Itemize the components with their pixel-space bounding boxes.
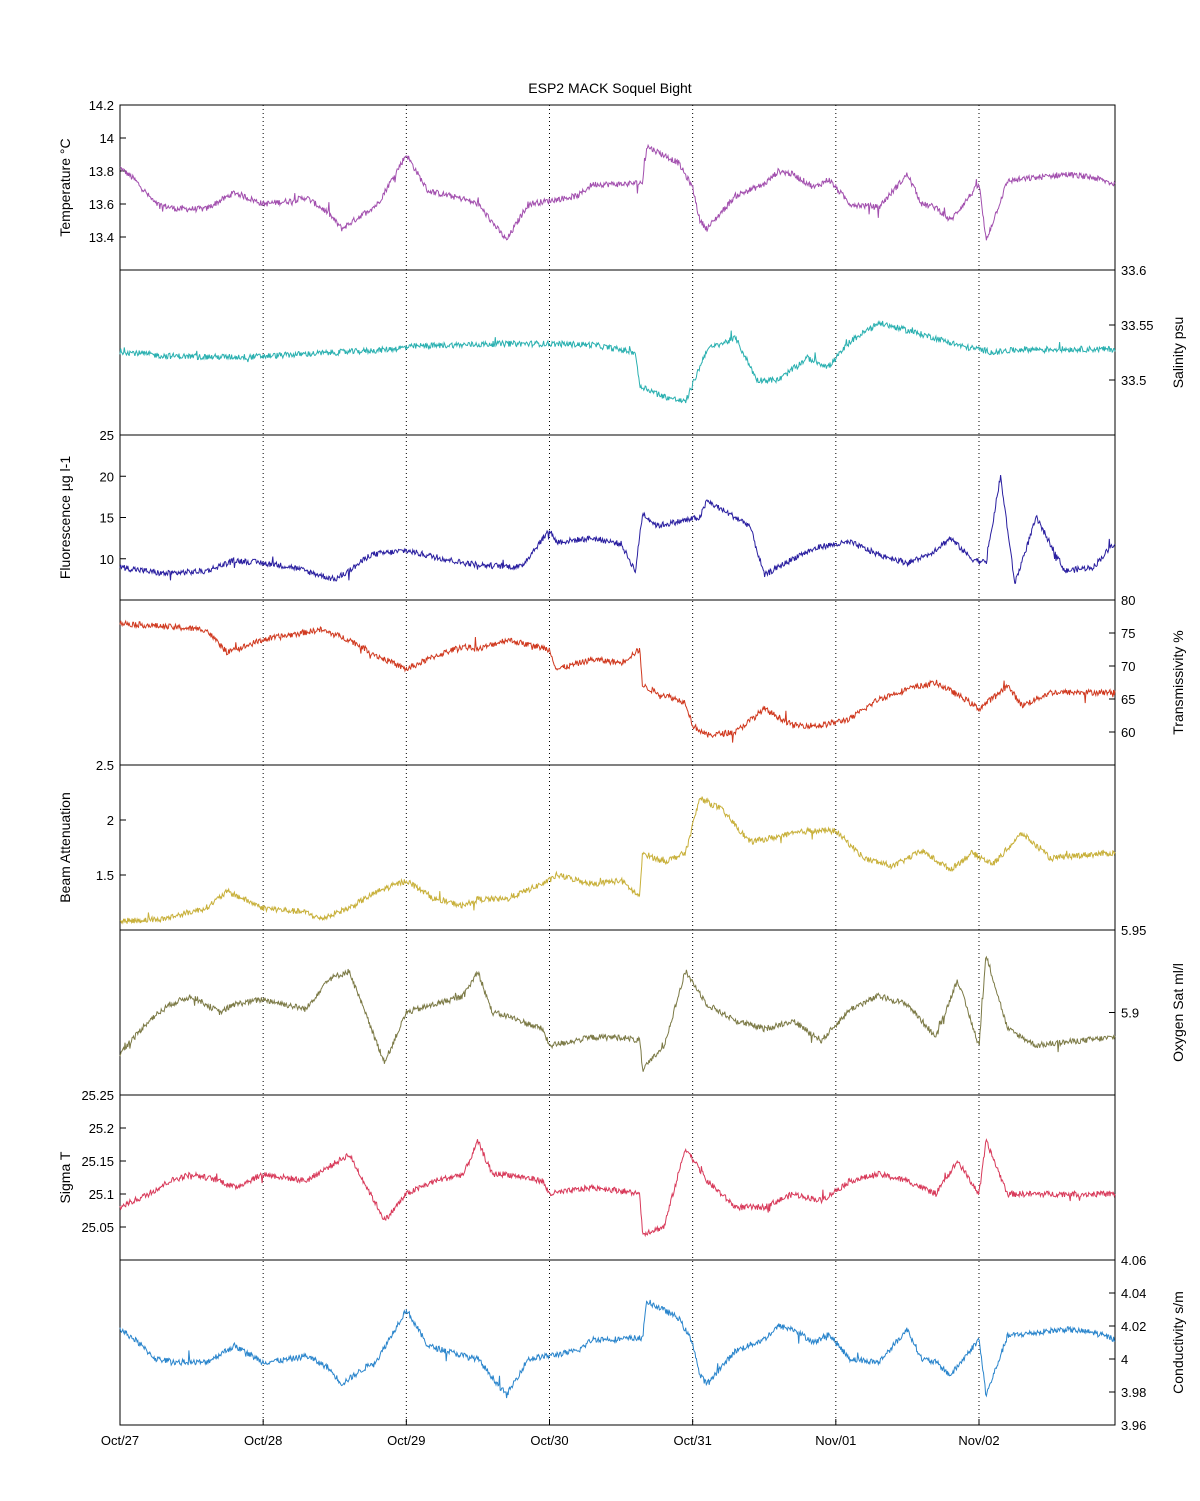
sigma_t-y-tick-label: 25.1 [89, 1187, 114, 1202]
transmissivity-y-tick-label: 75 [1121, 626, 1135, 641]
sigma_t-axis-label: Sigma T [57, 1151, 73, 1203]
conductivity-y-tick-label: 4.04 [1121, 1286, 1146, 1301]
transmissivity-y-tick-label: 70 [1121, 659, 1135, 674]
conductivity-y-top-label: 4.06 [1121, 1253, 1146, 1268]
sigma_t-y-tick-label: 25.05 [81, 1220, 114, 1235]
fluorescence-series-line [119, 475, 1116, 584]
salinity-series-line [119, 320, 1116, 404]
temperature-y-top-label: 14.2 [89, 98, 114, 113]
beam_attenuation-axis-label: Beam Attenuation [57, 792, 73, 903]
conductivity-series-line [119, 1299, 1116, 1399]
x-tick-label: Nov/01 [815, 1433, 856, 1448]
beam_attenuation-series-line [119, 796, 1116, 925]
beam_attenuation-y-tick-label: 2 [107, 813, 114, 828]
transmissivity-series-line [119, 619, 1116, 743]
conductivity-y-tick-label: 4 [1121, 1352, 1128, 1367]
sigma_t-y-top-label: 25.25 [81, 1088, 114, 1103]
temperature-axis-label: Temperature °C [57, 138, 73, 236]
x-tick-label: Oct/30 [530, 1433, 568, 1448]
transmissivity-axis-label: Transmissivity % [1170, 630, 1186, 735]
chart-panels: Oct/27 Oct/28 Oct/29 Oct/30 Oct/31 Nov/01 Nov/… [57, 98, 1186, 1448]
chart-title: ESP2 MACK Soquel Bight [528, 80, 692, 96]
temperature-y-tick-label: 13.8 [89, 164, 114, 179]
beam_attenuation-y-tick-label: 1.5 [96, 868, 114, 883]
transmissivity-y-tick-label: 65 [1121, 692, 1135, 707]
sigma_t-series-line [119, 1138, 1116, 1238]
fluorescence-y-top-label: 25 [100, 428, 114, 443]
fluorescence-axis-label: Fluorescence µg l-1 [57, 456, 73, 579]
x-tick-label: Oct/31 [674, 1433, 712, 1448]
x-tick-label: Nov/02 [958, 1433, 999, 1448]
salinity-y-top-label: 33.6 [1121, 263, 1146, 278]
x-tick-label: Oct/28 [244, 1433, 282, 1448]
temperature-y-tick-label: 13.4 [89, 230, 114, 245]
temperature-y-tick-label: 14 [100, 131, 114, 146]
oxygen_sat-series-line [119, 955, 1116, 1072]
fluorescence-y-tick-label: 20 [100, 469, 114, 484]
conductivity-axis-label: Conductivity s/m [1170, 1291, 1186, 1394]
salinity-y-tick-label: 33.5 [1121, 373, 1146, 388]
fluorescence-y-tick-label: 10 [100, 552, 114, 567]
conductivity-y-tick-label: 3.98 [1121, 1385, 1146, 1400]
sigma_t-y-tick-label: 25.2 [89, 1121, 114, 1136]
sigma_t-y-tick-label: 25.15 [81, 1154, 114, 1169]
temperature-y-tick-label: 13.6 [89, 197, 114, 212]
oxygen_sat-axis-label: Oxygen Sat ml/l [1170, 963, 1186, 1062]
x-tick-label: Oct/29 [387, 1433, 425, 1448]
salinity-y-tick-label: 33.55 [1121, 318, 1154, 333]
temperature-series-line [119, 143, 1116, 241]
conductivity-y-tick-label: 4.02 [1121, 1319, 1146, 1334]
conductivity-y-bottom-label: 3.96 [1121, 1418, 1146, 1433]
oxygen_sat-y-tick-label: 5.9 [1121, 1006, 1139, 1021]
oxygen_sat-y-top-label: 5.95 [1121, 923, 1146, 938]
transmissivity-y-tick-label: 60 [1121, 725, 1135, 740]
salinity-axis-label: Salinity psu [1170, 317, 1186, 389]
x-tick-label: Oct/27 [101, 1433, 139, 1448]
beam_attenuation-y-top-label: 2.5 [96, 758, 114, 773]
transmissivity-y-top-label: 80 [1121, 593, 1135, 608]
fluorescence-y-tick-label: 15 [100, 511, 114, 526]
